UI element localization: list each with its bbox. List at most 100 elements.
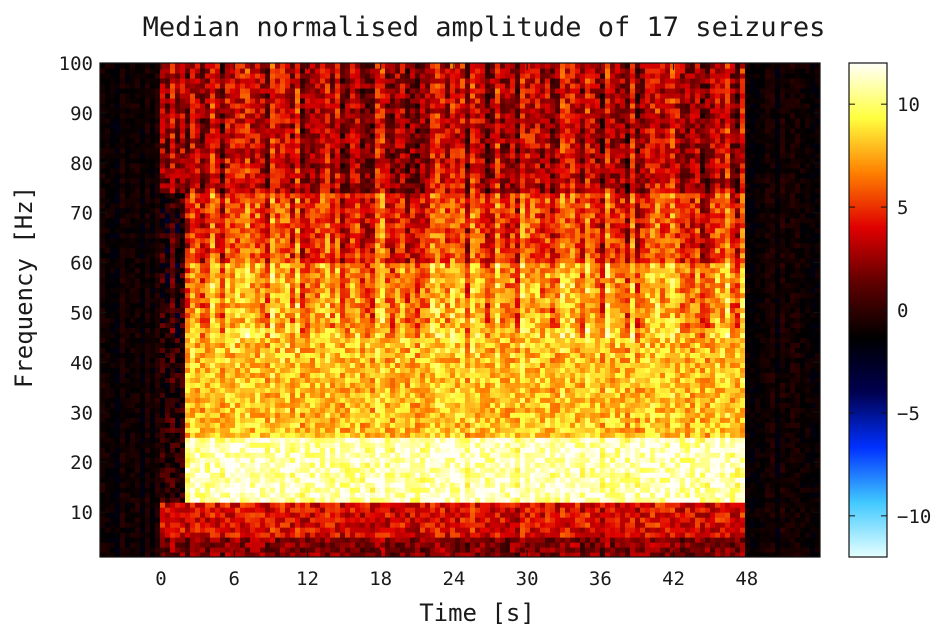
heatmap-cell [100,442,106,448]
heatmap-cell [240,417,246,423]
heatmap-cell [170,437,176,443]
heatmap-cell [340,462,346,468]
heatmap-cell [340,207,346,214]
heatmap-cell [290,167,296,174]
heatmap-cell [210,437,216,443]
heatmap-cell [115,282,121,289]
heatmap-cell [160,372,166,378]
heatmap-cell [325,297,331,304]
heatmap-cell [210,97,216,104]
heatmap-cell [205,412,211,418]
heatmap-cell [165,377,171,383]
heatmap-cell [200,387,206,393]
heatmap-cell [145,122,151,129]
heatmap-cell [140,332,146,339]
heatmap-cell [350,522,356,528]
heatmap-cell [205,537,211,543]
heatmap-cell [235,202,241,209]
heatmap-cell [155,327,161,334]
heatmap-cell [345,372,351,378]
heatmap-cell [190,497,196,503]
heatmap-cell [155,377,161,383]
heatmap-cell [330,82,336,89]
heatmap-cell [180,517,186,523]
heatmap-cell [180,167,186,174]
heatmap-cell [125,92,131,99]
heatmap-cell [125,247,131,254]
heatmap-cell [230,337,236,344]
heatmap-cell [135,187,141,194]
heatmap-cell [295,157,301,164]
heatmap-cell [180,77,186,84]
heatmap-cell [275,237,281,244]
heatmap-cell [155,147,161,154]
heatmap-cell [285,162,291,169]
heatmap-cell [220,157,226,164]
heatmap-cell [300,132,306,139]
heatmap-cell [230,332,236,339]
heatmap-cell [325,282,331,289]
heatmap-cell [140,307,146,314]
heatmap-cell [315,537,321,543]
heatmap-cell [220,102,226,109]
heatmap-cell [280,63,286,69]
heatmap-cell [215,447,221,453]
heatmap-cell [225,272,231,279]
heatmap-cell [295,67,301,74]
heatmap-cell [295,237,301,244]
heatmap-cell [160,307,166,314]
heatmap-cell [340,302,346,309]
heatmap-cell [135,107,141,114]
heatmap-cell [330,167,336,174]
heatmap-cell [135,292,141,299]
heatmap-cell [195,107,201,114]
heatmap-cell [345,477,351,483]
heatmap-cell [185,177,191,184]
heatmap-cell [295,492,301,498]
heatmap-cell [135,142,141,149]
heatmap-cell [185,127,191,134]
heatmap-cell [290,432,296,438]
heatmap-cell [145,412,151,418]
heatmap-cell [350,452,356,458]
heatmap-cell [280,502,286,508]
heatmap-cell [135,527,141,533]
heatmap-cell [160,477,166,483]
heatmap-cell [120,187,126,194]
heatmap-cell [345,87,351,94]
heatmap-cell [245,492,251,498]
heatmap-cell [315,197,321,204]
heatmap-cell [165,362,171,368]
heatmap-cell [100,167,106,174]
heatmap-cell [205,92,211,99]
heatmap-cell [185,387,191,393]
heatmap-cell [110,337,116,344]
heatmap-cell [310,92,316,99]
heatmap-cell [340,182,346,189]
heatmap-cell [275,87,281,94]
heatmap-cell [120,437,126,443]
heatmap-cell [155,352,161,358]
heatmap-cell [130,182,136,189]
heatmap-cell [275,482,281,488]
heatmap-cell [265,112,271,119]
heatmap-cell [160,252,166,259]
heatmap-cell [275,332,281,339]
heatmap-cell [175,127,181,134]
heatmap-cell [150,437,156,443]
heatmap-cell [330,63,336,69]
heatmap-cell [220,412,226,418]
heatmap-cell [175,512,181,518]
heatmap-cell [205,217,211,224]
heatmap-cell [145,237,151,244]
heatmap-cell [270,362,276,368]
heatmap-cell [130,92,136,99]
heatmap-cell [100,492,106,498]
heatmap-cell [125,117,131,124]
heatmap-cell [165,82,171,89]
heatmap-cell [245,242,251,249]
heatmap-cell [300,342,306,349]
heatmap-cell [155,527,161,533]
heatmap-cell [345,547,351,553]
heatmap-cell [280,227,286,234]
